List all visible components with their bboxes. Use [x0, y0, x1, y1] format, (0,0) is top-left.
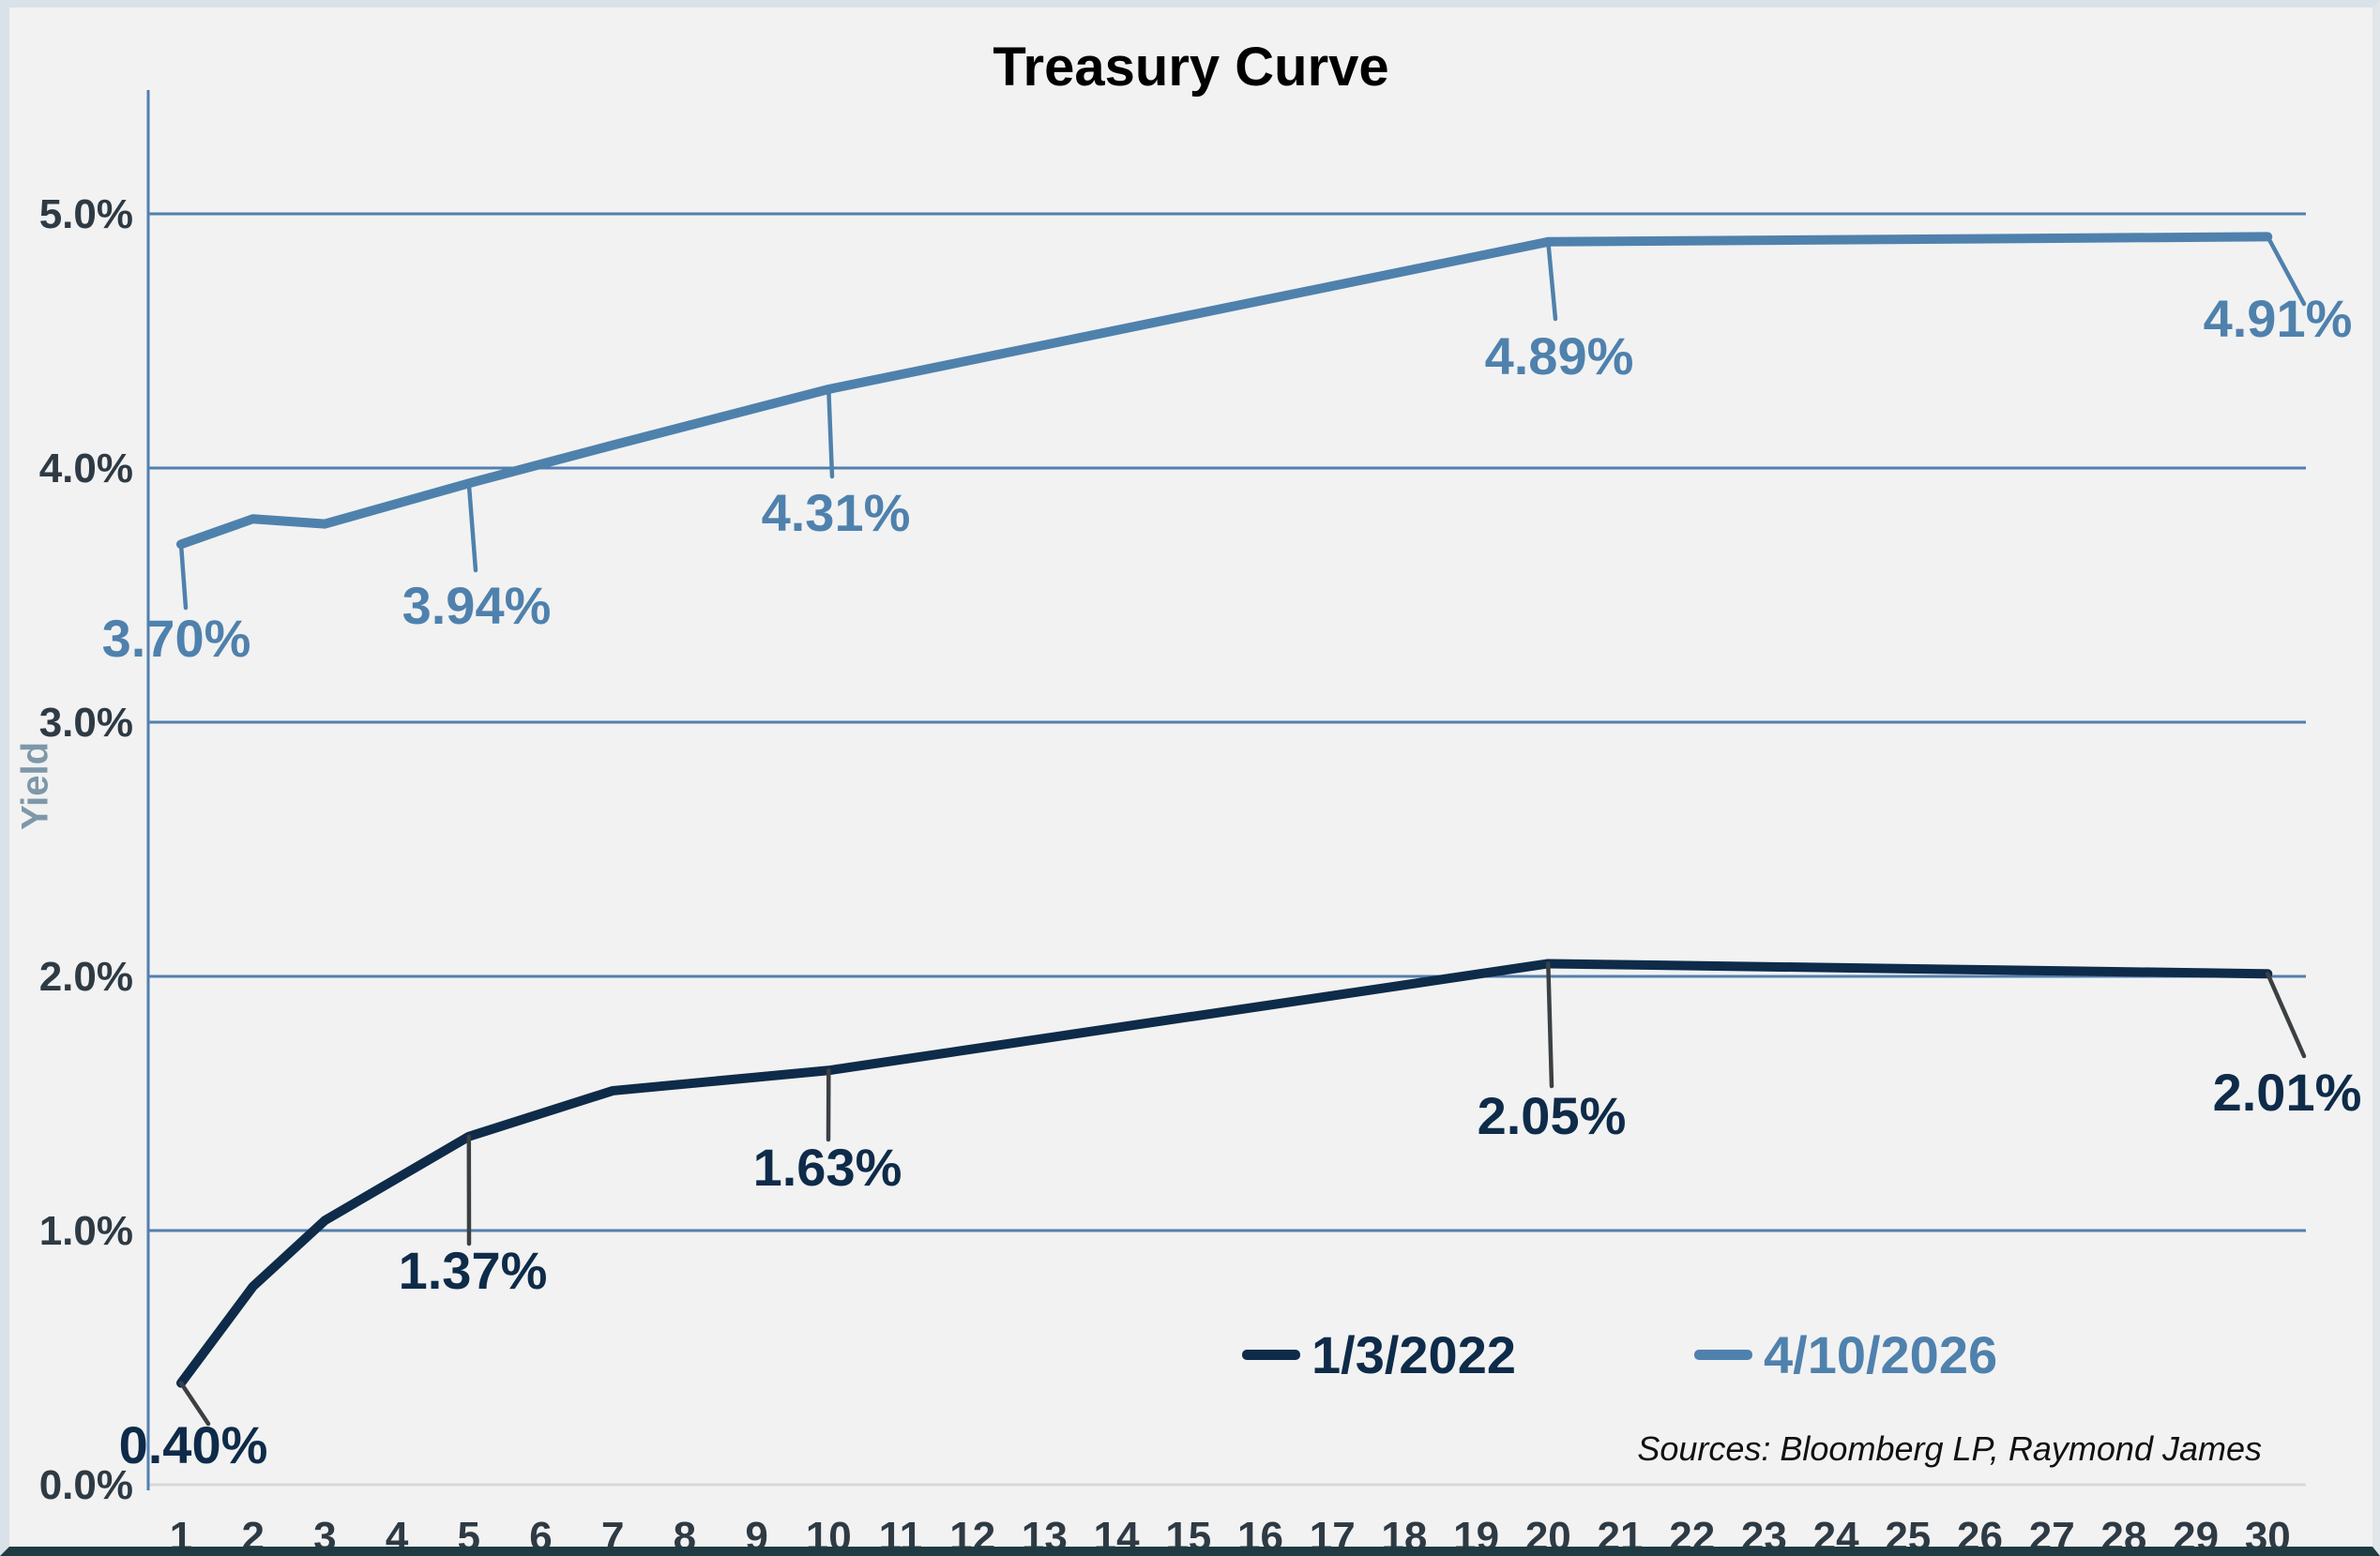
x-tick-label: 21: [1598, 1514, 1644, 1556]
legend-line-swatch: [1242, 1350, 1300, 1360]
y-tick-label: 3.0%: [39, 700, 133, 746]
callout-line: [2266, 234, 2307, 307]
x-tick-label: 4: [386, 1514, 409, 1556]
legend-label: 4/10/2026: [1763, 1325, 1998, 1384]
x-tick-label: 23: [1741, 1514, 1787, 1556]
x-tick-label: 25: [1885, 1514, 1931, 1556]
x-tick-label: 19: [1453, 1514, 1499, 1556]
x-tick-label: 30: [2245, 1514, 2291, 1556]
y-tick-label: 1.0%: [39, 1208, 133, 1254]
legend-label: 1/3/2022: [1311, 1325, 1516, 1384]
legend: 1/3/2022 4/10/2026: [1242, 1324, 2175, 1385]
x-tick-label: 22: [1669, 1514, 1715, 1556]
source-note: Sources: Bloomberg LP, Raymond James: [1637, 1429, 2262, 1468]
data-label: 0.40%: [119, 1415, 268, 1474]
chart-plot-area: 0.0%1.0%2.0%3.0%4.0%5.0%1 2 3 4 5 6 7 8 9 10 11 12 1…: [39, 90, 2362, 1556]
data-label: 4.89%: [1485, 326, 1634, 385]
data-label: 2.01%: [2213, 1063, 2362, 1122]
x-tick-label: 28: [2100, 1514, 2146, 1556]
x-tick-label: 15: [1165, 1514, 1211, 1556]
x-tick-label: 7: [601, 1514, 624, 1556]
x-tick-label: 12: [949, 1514, 995, 1556]
x-tick-label: 11: [879, 1514, 923, 1556]
x-tick-label: 2: [241, 1514, 264, 1556]
callout-line: [178, 542, 189, 611]
x-tick-label: 16: [1237, 1514, 1283, 1556]
x-tick-label: 13: [1022, 1514, 1068, 1556]
data-label: 1.63%: [753, 1138, 902, 1197]
y-tick-label: 2.0%: [39, 954, 133, 1000]
legend-item-1-3-2022: 1/3/2022: [1242, 1324, 1516, 1385]
x-tick-label: 20: [1525, 1514, 1571, 1556]
y-tick-label: 5.0%: [39, 191, 133, 237]
data-label: 2.05%: [1478, 1086, 1627, 1145]
legend-item-4-10-2026: 4/10/2026: [1693, 1324, 1998, 1385]
legend-line-swatch: [1693, 1350, 1752, 1360]
data-label: 3.94%: [402, 576, 552, 635]
data-label: 4.31%: [762, 483, 911, 542]
callout-line: [1546, 961, 1554, 1089]
x-tick-label: 10: [806, 1514, 852, 1556]
chart-title: Treasury Curve: [993, 37, 1389, 98]
callout-line: [1546, 239, 1558, 322]
data-label: 4.91%: [2204, 289, 2353, 348]
x-tick-label: 1: [170, 1514, 192, 1556]
x-tick-label: 17: [1310, 1514, 1356, 1556]
x-tick-label: 24: [1813, 1514, 1859, 1556]
x-tick-label: 14: [1094, 1514, 1140, 1556]
x-tick-label: 8: [674, 1514, 696, 1556]
callout-line: [2266, 972, 2307, 1059]
x-tick-label: 29: [2173, 1514, 2219, 1556]
y-tick-label: 0.0%: [39, 1462, 133, 1508]
series-line-1-3-2022: [176, 959, 2273, 1388]
x-tick-label: 27: [2029, 1514, 2075, 1556]
x-tick-label: 18: [1381, 1514, 1427, 1556]
data-label: 3.70%: [102, 609, 251, 668]
callout-line: [826, 386, 835, 479]
series-line-4-10-2026: [176, 232, 2273, 550]
x-tick-label: 6: [529, 1514, 552, 1556]
x-tick-label: 26: [1957, 1514, 2003, 1556]
y-tick-label: 4.0%: [39, 446, 133, 491]
callout-line: [466, 481, 478, 573]
x-tick-label: 9: [745, 1514, 767, 1556]
callout-line: [178, 1381, 211, 1427]
x-tick-label: 5: [458, 1514, 480, 1556]
x-tick-label: 3: [313, 1514, 336, 1556]
data-label: 1.37%: [399, 1241, 548, 1300]
